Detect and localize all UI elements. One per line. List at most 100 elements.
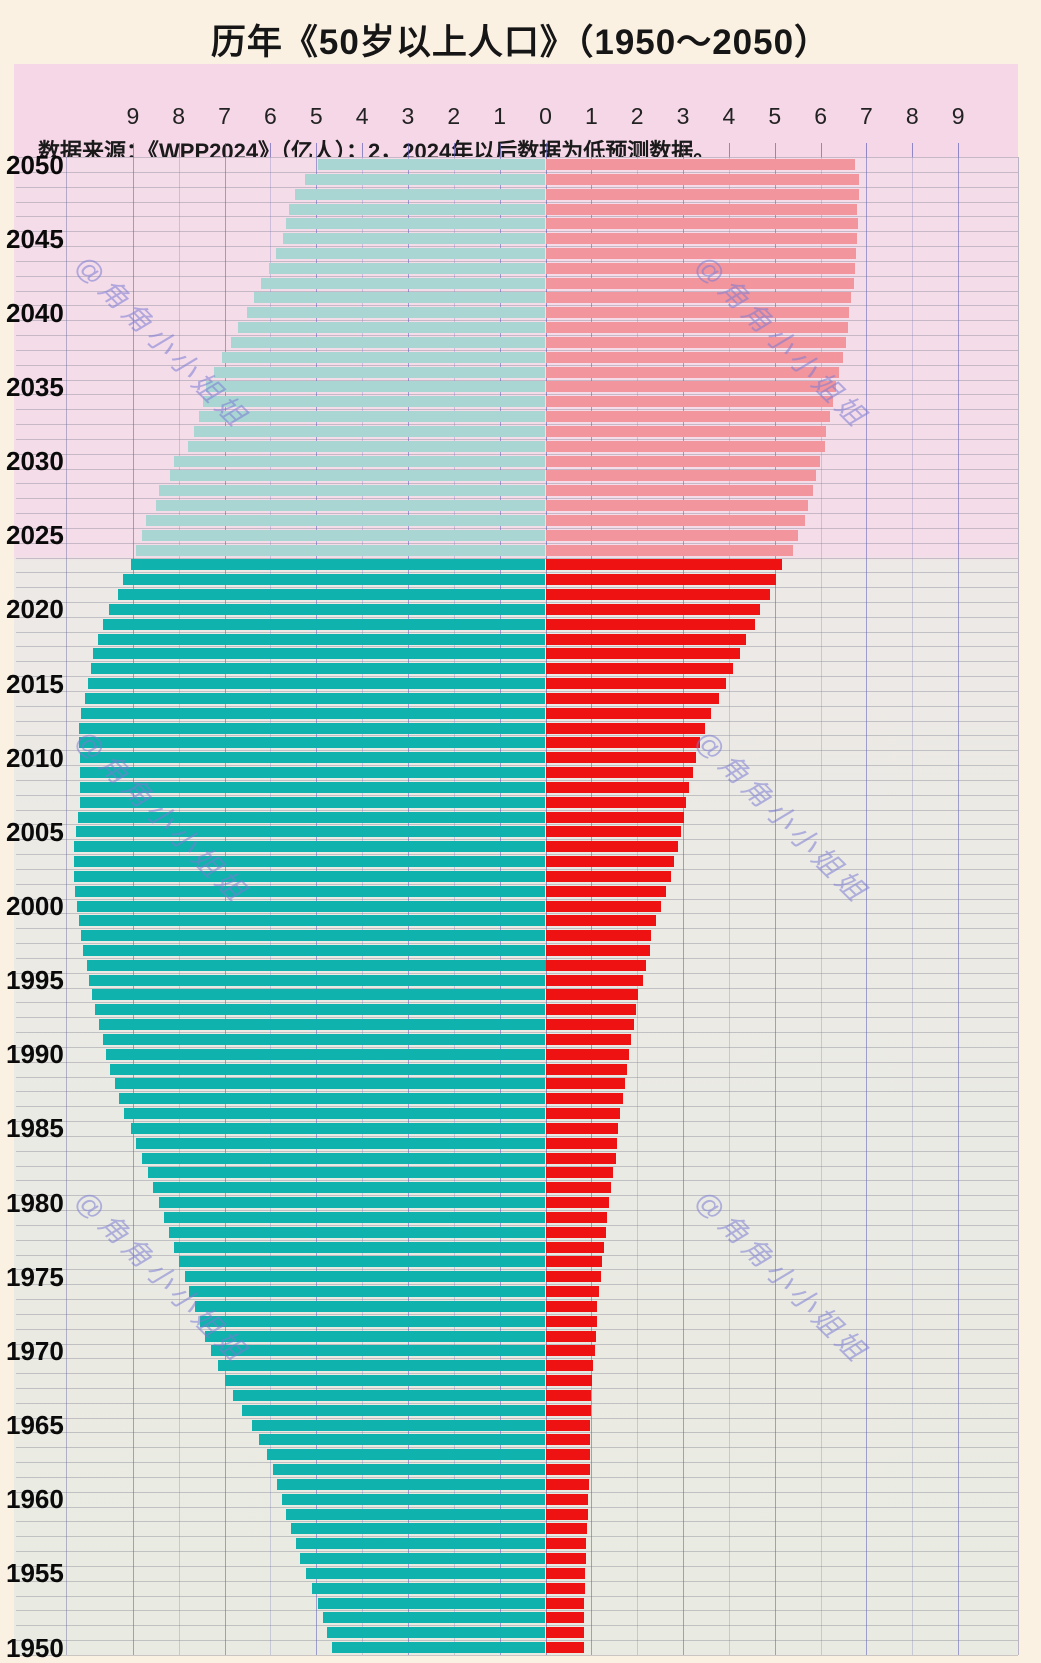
bar-left-1968 xyxy=(225,1375,546,1387)
bar-left-2018 xyxy=(98,633,546,645)
bar-left-2029 xyxy=(169,470,546,482)
h-gridline xyxy=(16,513,1018,515)
h-gridline xyxy=(16,839,1018,841)
bar-left-1972 xyxy=(200,1315,546,1327)
bar-right-2027 xyxy=(545,500,808,512)
bar-left-1993 xyxy=(95,1004,546,1016)
bar-right-1997 xyxy=(545,945,650,956)
bar-right-2034 xyxy=(545,396,833,408)
h-gridline xyxy=(16,320,1018,322)
bar-right-2024 xyxy=(545,544,794,556)
bar-right-2035 xyxy=(545,381,837,393)
bar-right-1973 xyxy=(545,1300,598,1312)
bar-right-2030 xyxy=(545,455,820,467)
h-gridline xyxy=(16,157,1018,159)
bar-right-1982 xyxy=(545,1167,614,1179)
year-label-1980: 1980 xyxy=(6,1187,64,1218)
bar-right-2031 xyxy=(545,440,825,452)
v-gridline xyxy=(728,157,730,1655)
bar-right-1965 xyxy=(545,1419,590,1431)
h-gridline xyxy=(16,868,1018,870)
bar-right-2025 xyxy=(545,529,798,541)
h-gridline xyxy=(16,928,1018,930)
year-label-2035: 2035 xyxy=(6,371,64,402)
bar-right-2013 xyxy=(545,707,712,719)
plot-right-edge xyxy=(1018,157,1019,1655)
h-gridline xyxy=(16,1076,1018,1078)
bar-right-1983 xyxy=(545,1152,616,1164)
bar-left-2048 xyxy=(294,188,546,200)
bar-left-2042 xyxy=(261,277,546,289)
bar-left-2026 xyxy=(146,514,546,526)
bar-right-1985 xyxy=(545,1122,619,1134)
bar-right-1952 xyxy=(545,1612,584,1624)
bar-right-2048 xyxy=(545,188,859,200)
bar-right-1979 xyxy=(545,1211,608,1223)
h-gridline xyxy=(16,1165,1018,1167)
plot-left-edge xyxy=(66,157,67,1655)
h-gridline xyxy=(16,1061,1018,1063)
h-gridline xyxy=(16,1002,1018,1004)
bar-right-1977 xyxy=(545,1241,604,1253)
bar-left-1979 xyxy=(164,1211,546,1223)
h-gridline xyxy=(16,1210,1018,1212)
h-gridline xyxy=(16,186,1018,188)
bar-left-1969 xyxy=(217,1360,546,1372)
bar-left-1958 xyxy=(291,1523,546,1535)
bar-right-2002 xyxy=(545,870,672,882)
bar-left-1975 xyxy=(184,1271,546,1283)
h-gridline xyxy=(16,661,1018,663)
bar-right-2005 xyxy=(545,826,682,838)
bar-left-2017 xyxy=(92,648,546,660)
source-note-band: 数据来源：《WPP2024》（亿人）；2，2024年以后数据为低预测数据。 xyxy=(14,64,1018,164)
h-gridline xyxy=(16,676,1018,678)
bar-right-1988 xyxy=(545,1078,625,1090)
bar-left-1953 xyxy=(318,1597,546,1609)
bar-right-1976 xyxy=(545,1256,602,1268)
bar-left-1961 xyxy=(277,1478,546,1490)
bar-left-1976 xyxy=(178,1256,546,1268)
h-gridline xyxy=(16,1447,1018,1449)
h-gridline xyxy=(16,438,1018,440)
bar-left-2025 xyxy=(142,529,546,541)
x-axis-tick-label: 4 xyxy=(722,103,736,129)
bar-right-1980 xyxy=(545,1197,610,1209)
bar-right-2026 xyxy=(545,514,805,526)
bar-left-2006 xyxy=(77,811,546,823)
x-axis-tickmark xyxy=(591,143,593,157)
h-gridline xyxy=(16,394,1018,396)
bar-left-2044 xyxy=(275,247,546,259)
bar-right-2043 xyxy=(545,262,856,274)
bar-left-2016 xyxy=(91,663,546,675)
bar-right-2015 xyxy=(545,678,727,690)
bar-left-1980 xyxy=(158,1197,546,1209)
bar-left-2049 xyxy=(304,173,546,185)
bar-right-1954 xyxy=(545,1582,585,1594)
bar-right-1963 xyxy=(545,1449,590,1461)
bar-left-1959 xyxy=(286,1508,546,1520)
x-axis-tick-label: 9 xyxy=(951,103,965,129)
bar-left-1951 xyxy=(327,1627,546,1639)
x-axis-tickmark xyxy=(545,143,547,157)
h-gridline xyxy=(16,290,1018,292)
h-gridline xyxy=(16,527,1018,529)
h-gridline xyxy=(16,1358,1018,1360)
bar-left-2020 xyxy=(109,603,546,615)
h-gridline xyxy=(16,602,1018,603)
bar-left-1964 xyxy=(259,1434,546,1446)
h-gridline xyxy=(16,1610,1018,1612)
bar-left-1998 xyxy=(81,930,546,942)
x-axis-tickmark xyxy=(866,143,868,157)
bar-right-2023 xyxy=(545,559,783,571)
year-label-2005: 2005 xyxy=(6,816,64,847)
bar-right-2011 xyxy=(545,737,700,749)
h-gridline xyxy=(16,1343,1018,1345)
x-axis-tickmark xyxy=(637,143,639,157)
bar-left-1985 xyxy=(130,1122,546,1134)
x-axis-tick-label: 5 xyxy=(768,103,782,129)
bar-left-1984 xyxy=(136,1137,546,1149)
h-gridline xyxy=(16,409,1018,411)
bar-right-2016 xyxy=(545,663,734,675)
bar-left-2050 xyxy=(317,159,546,170)
h-gridline xyxy=(16,468,1018,470)
